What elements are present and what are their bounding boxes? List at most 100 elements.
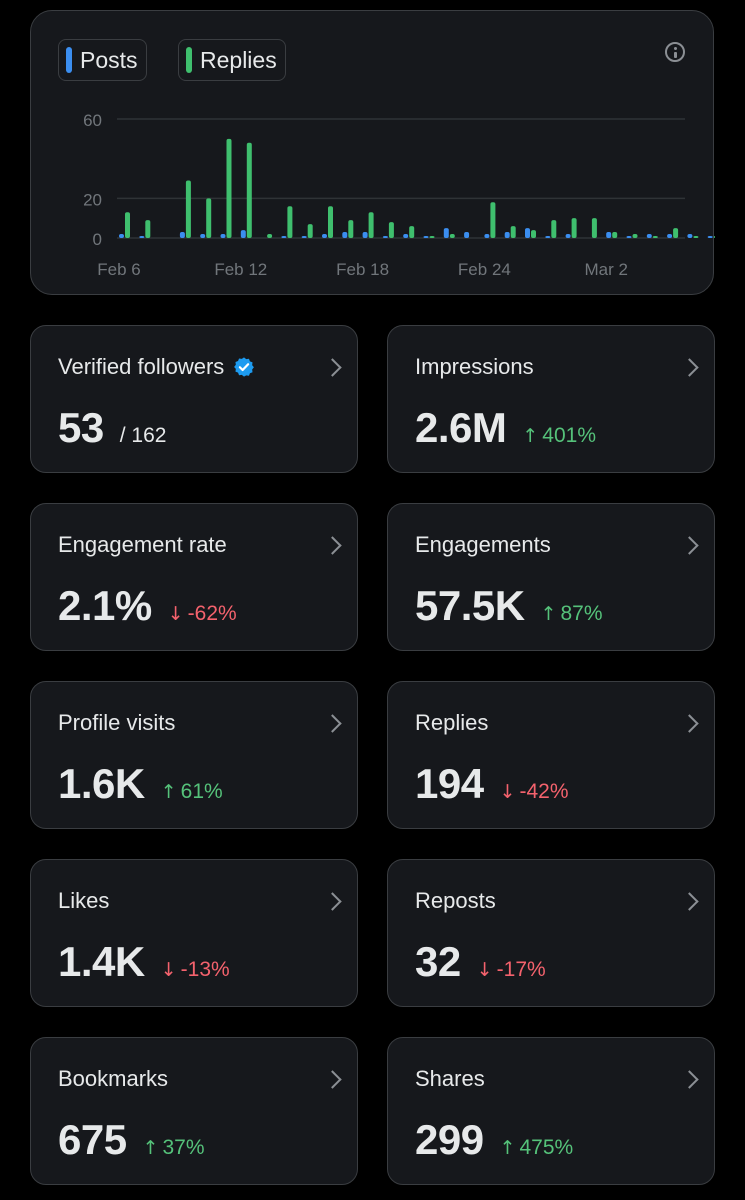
legend-posts-toggle[interactable]: Posts xyxy=(58,39,147,81)
legend-replies-toggle[interactable]: Replies xyxy=(178,39,286,81)
arrow-down-icon: ↓ xyxy=(476,959,493,981)
stat-change: ↓ -17% xyxy=(477,958,546,982)
chevron-right-icon xyxy=(680,1070,699,1089)
posts-bar[interactable] xyxy=(281,236,287,239)
replies-bar[interactable] xyxy=(591,218,597,238)
stat-value-row: 194 ↓ -42% xyxy=(415,760,569,808)
arrow-down-icon: ↓ xyxy=(160,959,177,981)
posts-bar[interactable] xyxy=(301,236,307,239)
replies-bar[interactable] xyxy=(226,138,232,238)
stat-card-replies[interactable]: Replies 194 ↓ -42% xyxy=(387,681,715,829)
legend-replies-label: Replies xyxy=(200,46,277,73)
posts-bar[interactable] xyxy=(179,232,185,238)
stat-change-value: -13% xyxy=(180,958,230,981)
stat-label: Bookmarks xyxy=(58,1066,169,1091)
replies-bar[interactable] xyxy=(388,222,394,238)
posts-bar[interactable] xyxy=(443,228,449,238)
arrow-up-icon: ↑ xyxy=(142,1137,159,1159)
replies-bar[interactable] xyxy=(571,218,577,238)
replies-bar[interactable] xyxy=(368,212,374,238)
replies-bar[interactable] xyxy=(652,236,658,239)
chevron-right-icon xyxy=(323,358,342,377)
stat-value-row: 32 ↓ -17% xyxy=(415,938,546,986)
replies-bar[interactable] xyxy=(490,202,496,238)
replies-bar[interactable] xyxy=(673,228,679,238)
posts-bar[interactable] xyxy=(646,234,652,238)
posts-bar[interactable] xyxy=(119,234,124,238)
posts-bar[interactable] xyxy=(342,232,348,238)
stat-card-shares[interactable]: Shares 299 ↑ 475% xyxy=(387,1037,715,1185)
posts-bar[interactable] xyxy=(565,234,571,238)
stat-value-row: 1.4K ↓ -13% xyxy=(58,938,230,986)
stat-card-bookmarks[interactable]: Bookmarks 675 ↑ 37% xyxy=(30,1037,358,1185)
y-tick-label: 0 xyxy=(93,230,102,249)
replies-bar[interactable] xyxy=(307,224,313,238)
stat-value: 1.4K xyxy=(58,938,145,985)
stat-value-row: 2.1% ↓ -62% xyxy=(58,582,237,630)
posts-bar[interactable] xyxy=(606,232,612,238)
stat-card-profile-visits[interactable]: Profile visits 1.6K ↑ 61% xyxy=(30,681,358,829)
posts-bar[interactable] xyxy=(200,234,206,238)
replies-bar[interactable] xyxy=(409,226,415,238)
replies-bar[interactable] xyxy=(328,206,333,238)
posts-bar[interactable] xyxy=(220,234,226,238)
replies-bar[interactable] xyxy=(246,142,252,238)
stat-change: ↑ 475% xyxy=(500,1136,574,1160)
replies-bar[interactable] xyxy=(429,236,435,239)
posts-bar[interactable] xyxy=(403,234,409,238)
posts-bar[interactable] xyxy=(545,236,551,239)
x-tick-label: Feb 12 xyxy=(214,260,267,279)
chevron-right-icon xyxy=(680,714,699,733)
stat-card-verified-followers[interactable]: Verified followers 53 / 162 xyxy=(30,325,358,473)
stat-total: / 162 xyxy=(119,424,167,447)
replies-bar[interactable] xyxy=(348,220,354,238)
replies-bar[interactable] xyxy=(531,230,536,238)
replies-bar[interactable] xyxy=(449,234,455,238)
legend-posts-label: Posts xyxy=(80,46,138,73)
posts-bar[interactable] xyxy=(322,234,327,238)
chevron-right-icon xyxy=(680,536,699,555)
posts-bar[interactable] xyxy=(139,236,145,239)
stat-value: 2.1% xyxy=(58,582,152,629)
replies-bar[interactable] xyxy=(510,226,516,238)
replies-bar[interactable] xyxy=(612,232,618,238)
chevron-right-icon xyxy=(680,358,699,377)
stat-card-impressions[interactable]: Impressions 2.6M ↑ 401% xyxy=(387,325,715,473)
posts-bar[interactable] xyxy=(504,232,510,238)
posts-bar[interactable] xyxy=(667,234,673,238)
posts-bar[interactable] xyxy=(464,232,470,238)
info-icon[interactable] xyxy=(665,42,685,62)
arrow-down-icon: ↓ xyxy=(167,603,184,625)
stat-label: Engagements xyxy=(415,532,551,557)
stat-value-row: 2.6M ↑ 401% xyxy=(415,404,596,452)
replies-bar[interactable] xyxy=(185,180,191,238)
posts-bar[interactable] xyxy=(240,230,246,238)
posts-bar[interactable] xyxy=(707,236,713,239)
replies-bar[interactable] xyxy=(287,206,293,238)
posts-bar[interactable] xyxy=(525,228,530,238)
stat-value: 675 xyxy=(58,1116,127,1163)
replies-bar[interactable] xyxy=(125,212,130,238)
replies-bar[interactable] xyxy=(632,234,638,238)
posts-bar[interactable] xyxy=(687,234,693,238)
stat-value: 1.6K xyxy=(58,760,145,807)
posts-bar[interactable] xyxy=(626,236,632,239)
stat-card-engagements[interactable]: Engagements 57.5K ↑ 87% xyxy=(387,503,715,651)
posts-bar[interactable] xyxy=(382,236,388,239)
stat-value-row: 53 / 162 xyxy=(58,404,166,452)
replies-bar[interactable] xyxy=(206,198,212,238)
stat-card-reposts[interactable]: Reposts 32 ↓ -17% xyxy=(387,859,715,1007)
posts-bar[interactable] xyxy=(484,234,490,238)
posts-bar[interactable] xyxy=(362,232,368,238)
replies-bar[interactable] xyxy=(713,236,715,238)
stat-value: 57.5K xyxy=(415,582,525,629)
stat-card-likes[interactable]: Likes 1.4K ↓ -13% xyxy=(30,859,358,1007)
replies-bar[interactable] xyxy=(145,220,151,238)
replies-bar[interactable] xyxy=(267,234,273,238)
stat-card-engagement-rate[interactable]: Engagement rate 2.1% ↓ -62% xyxy=(30,503,358,651)
chevron-right-icon xyxy=(680,892,699,911)
replies-bar[interactable] xyxy=(551,220,557,238)
posts-bar[interactable] xyxy=(423,236,429,239)
stat-label: Engagement rate xyxy=(58,532,227,557)
replies-bar[interactable] xyxy=(693,236,699,239)
